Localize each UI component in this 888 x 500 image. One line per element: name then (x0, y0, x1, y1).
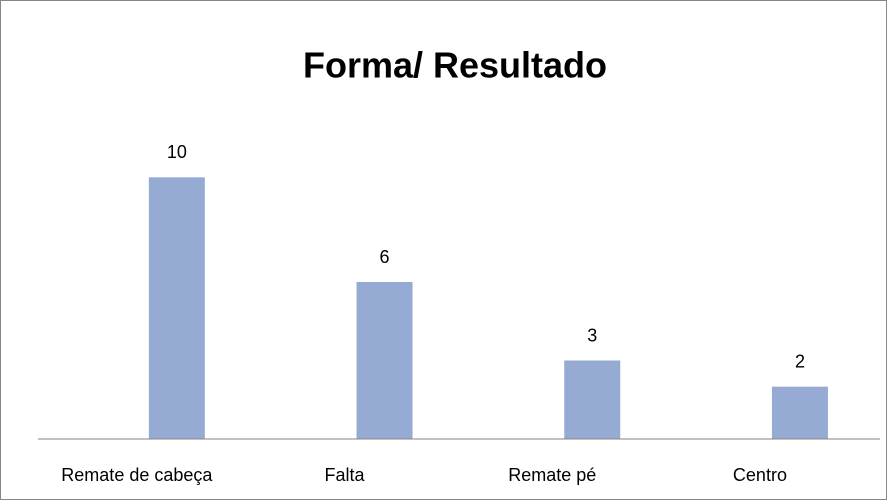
data-label: 10 (167, 142, 187, 162)
x-tick-label: Remate de cabeça (61, 465, 213, 485)
data-label: 2 (795, 351, 805, 371)
bar (564, 360, 621, 439)
data-label: 6 (380, 247, 390, 267)
bar (771, 386, 828, 439)
chart-title: Forma/ Resultado (303, 45, 607, 86)
x-tick-label: Remate pé (508, 465, 596, 485)
x-tick-label: Falta (325, 465, 366, 485)
x-tick-label: Centro (733, 465, 787, 485)
data-label: 3 (587, 325, 597, 345)
bar (148, 177, 205, 440)
bar (356, 282, 413, 439)
